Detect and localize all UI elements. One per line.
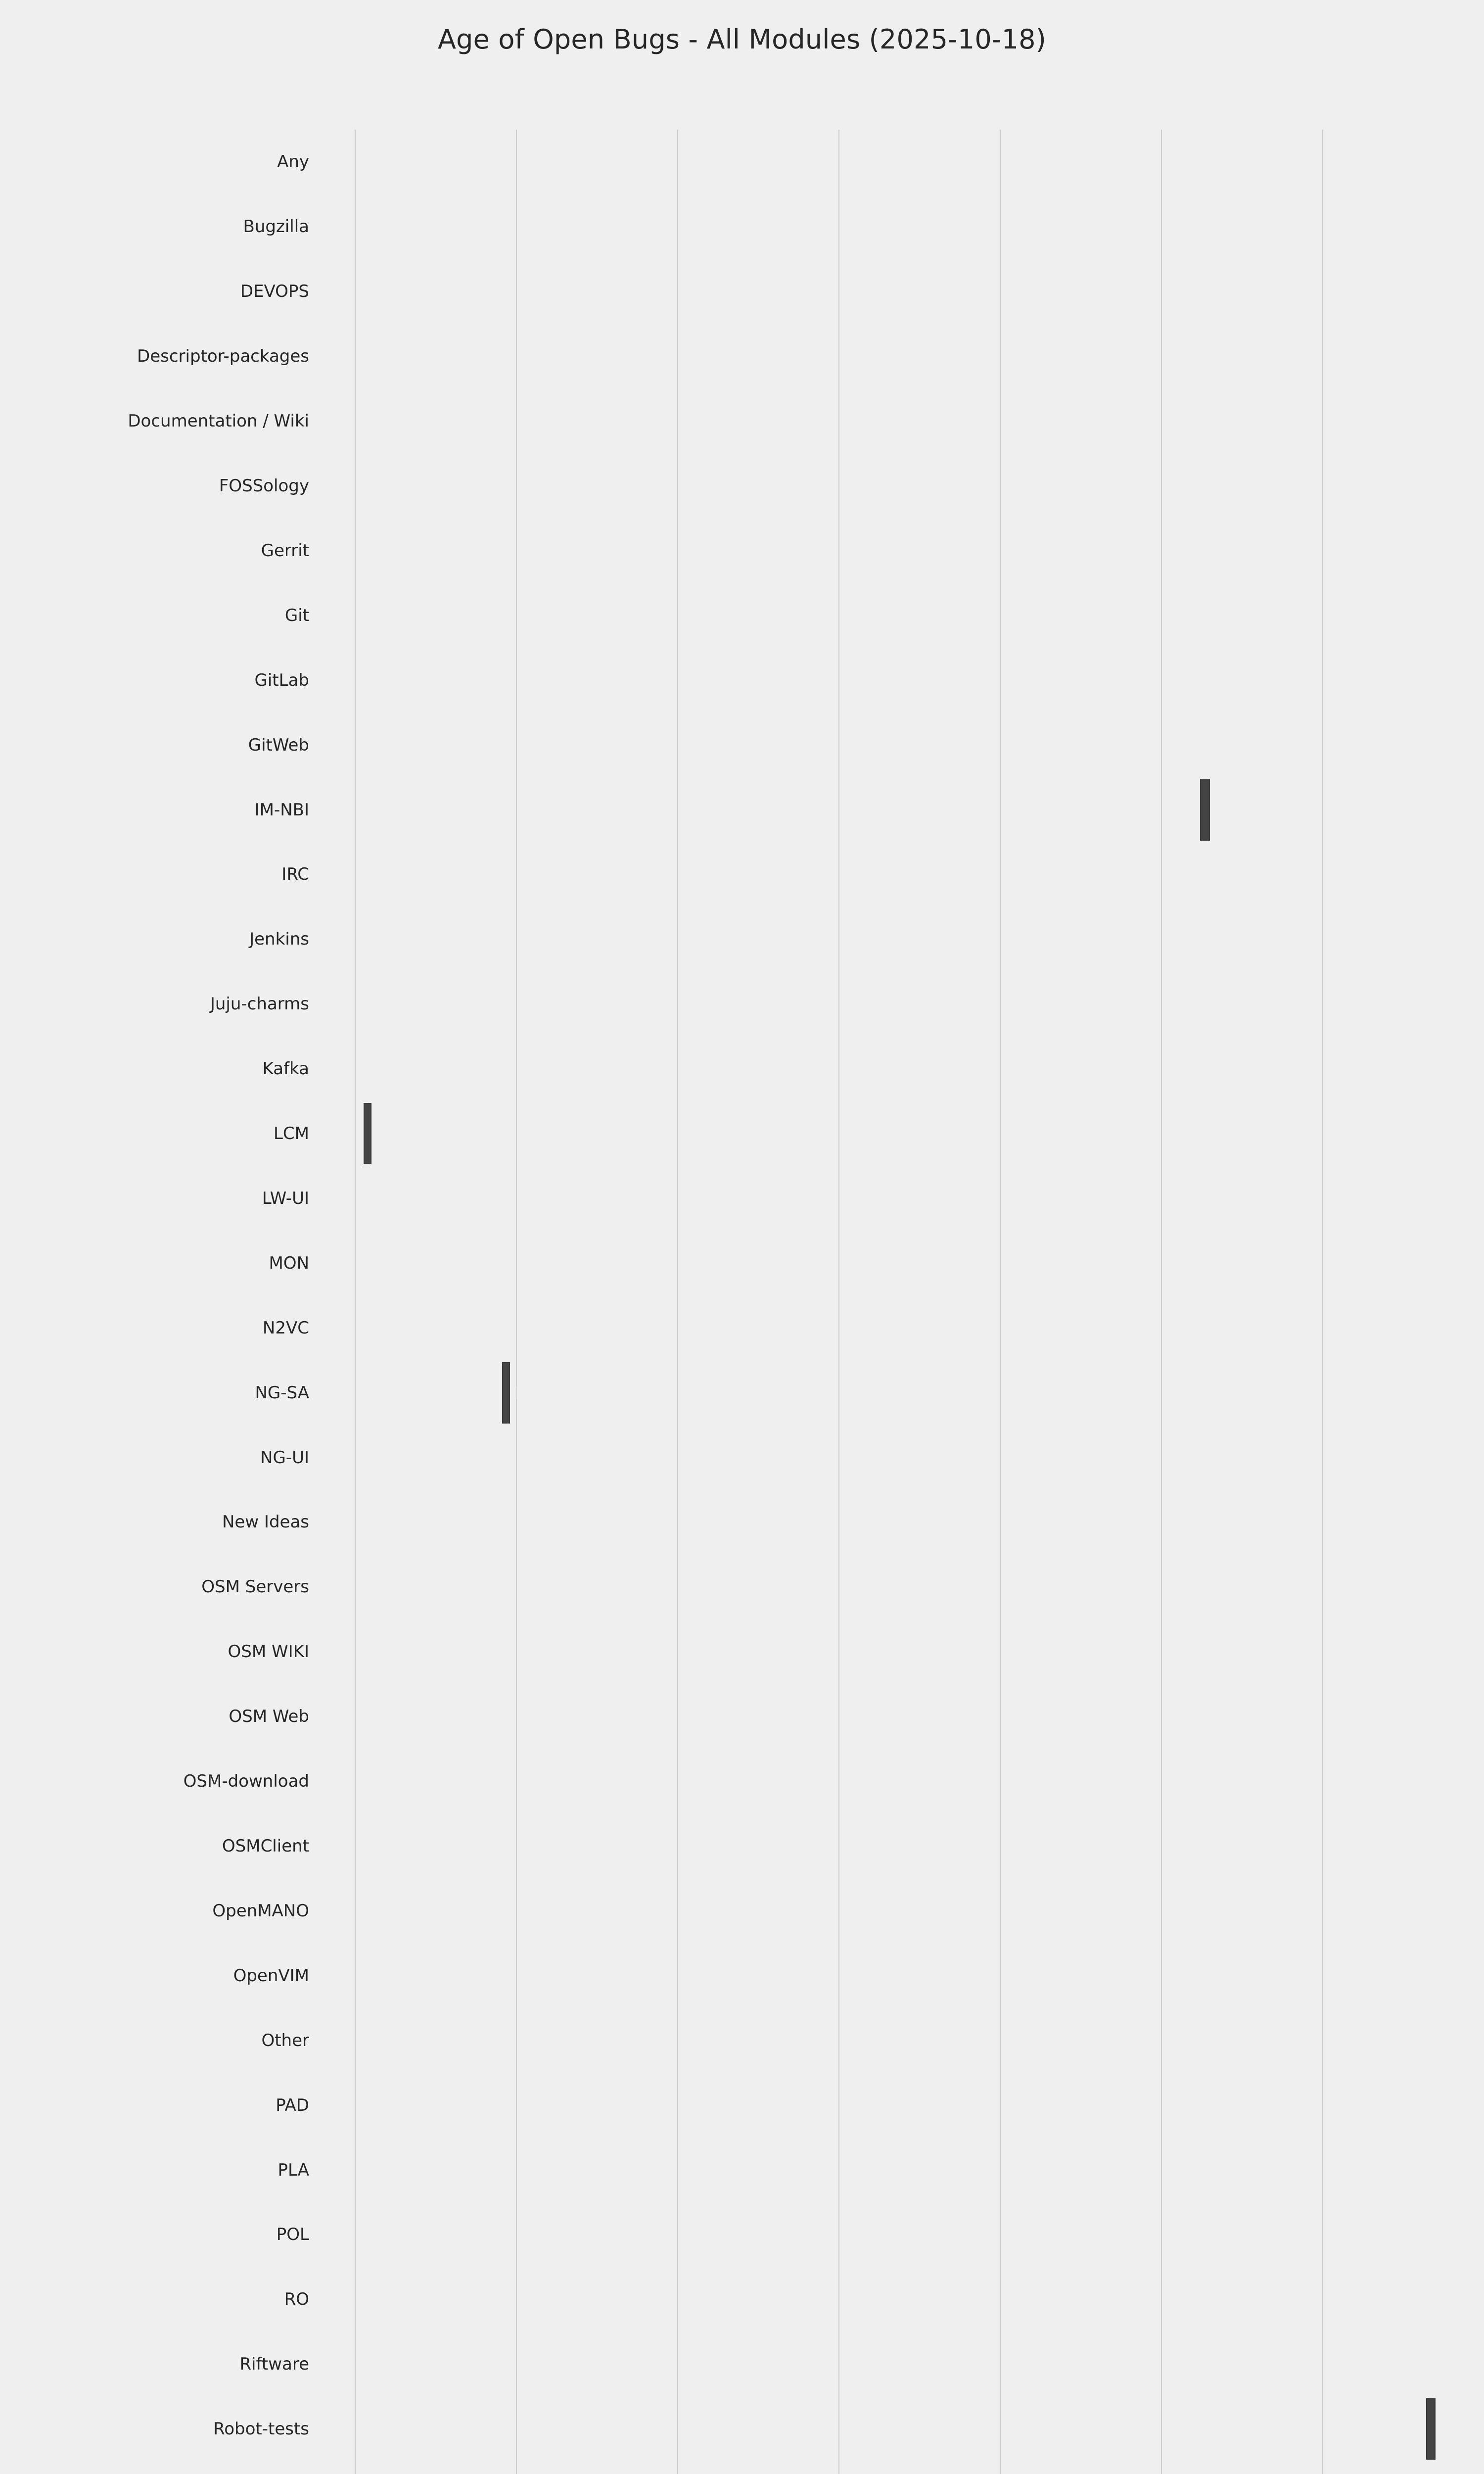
y-axis-tick-label: OSM Servers [201, 1577, 309, 1597]
box-median-notch-right [371, 1127, 378, 1141]
y-axis-tick-label: N2VC [262, 1318, 309, 1338]
box-median-notch-left [1194, 803, 1201, 816]
gridline-x-600 [1322, 130, 1324, 2474]
plot-area [323, 130, 1452, 2474]
y-axis-tick-label: DEVOPS [240, 282, 309, 302]
box-median-notch-right [510, 1386, 517, 1399]
box-median-notch-left [495, 1386, 502, 1399]
y-axis-tick-label: OSMClient [222, 1836, 309, 1856]
gridline-x-300 [838, 130, 840, 2474]
y-axis-tick-label: NG-SA [255, 1382, 309, 1403]
boxplot-box [363, 1103, 371, 1165]
y-axis-tick-label: GitWeb [248, 735, 309, 755]
y-axis-tick-label: Git [284, 605, 309, 625]
y-axis-tick-label: Juju-charms [210, 994, 309, 1014]
gridline-x-0 [355, 130, 356, 2474]
y-axis-tick-label: OpenMANO [212, 1901, 309, 1921]
gridline-x-400 [1000, 130, 1001, 2474]
y-axis-tick-label: POL [276, 2225, 309, 2245]
box-median-notch-right [1210, 803, 1216, 816]
y-axis-tick-label: Other [261, 2030, 309, 2050]
y-axis-tick-label: Gerrit [261, 540, 309, 561]
y-axis-tick-label: LCM [273, 1124, 309, 1144]
gridline-x-100 [516, 130, 517, 2474]
y-axis-tick-label: Descriptor-packages [137, 346, 309, 367]
box-median-notch-left [1419, 2423, 1426, 2436]
y-axis-tick-label: PAD [276, 2095, 309, 2115]
y-axis-tick-label: MON [269, 1253, 309, 1273]
y-axis-tick-label: GitLab [254, 670, 309, 690]
y-axis-tick-label: Kafka [262, 1059, 309, 1079]
y-axis-tick-label: Documentation / Wiki [128, 411, 309, 431]
y-axis-tick-label: FOSSology [219, 476, 309, 496]
y-axis-tick-labels: Any Bugzilla DEVOPS Descriptor-packages Docu… [0, 130, 309, 2474]
boxplot-box [502, 1362, 510, 1424]
y-axis-tick-label: New Ideas [222, 1512, 309, 1532]
y-axis-tick-label: IRC [281, 864, 309, 885]
y-axis-tick-label: Any [277, 152, 309, 172]
boxplot-box [1200, 779, 1210, 841]
page-title: Age of Open Bugs - All Modules (2025-10-… [437, 24, 1047, 55]
y-axis-tick-label: NG-UI [260, 1447, 309, 1468]
box-median-notch-left [357, 1127, 364, 1141]
y-axis-tick-label: PLA [278, 2160, 309, 2180]
y-axis-tick-label: Robot-tests [213, 2419, 309, 2439]
y-axis-tick-label: Bugzilla [243, 217, 309, 237]
box-median-notch-right [1436, 2423, 1442, 2436]
y-axis-tick-label: OSM WIKI [228, 1642, 309, 1662]
y-axis-tick-label: IM-NBI [254, 800, 309, 820]
y-axis-tick-label: Jenkins [249, 929, 309, 950]
gridline-x-500 [1161, 130, 1162, 2474]
y-axis-tick-label: OSM Web [229, 1707, 309, 1727]
y-axis-tick-label: OSM-download [183, 1771, 309, 1792]
y-axis-tick-label: RO [284, 2289, 309, 2310]
y-axis-tick-label: OpenVIM [233, 1965, 309, 1986]
gridline-x-200 [677, 130, 679, 2474]
y-axis-tick-label: LW-UI [262, 1188, 309, 1208]
y-axis-tick-label: Riftware [239, 2354, 309, 2375]
boxplot-box [1426, 2398, 1436, 2460]
